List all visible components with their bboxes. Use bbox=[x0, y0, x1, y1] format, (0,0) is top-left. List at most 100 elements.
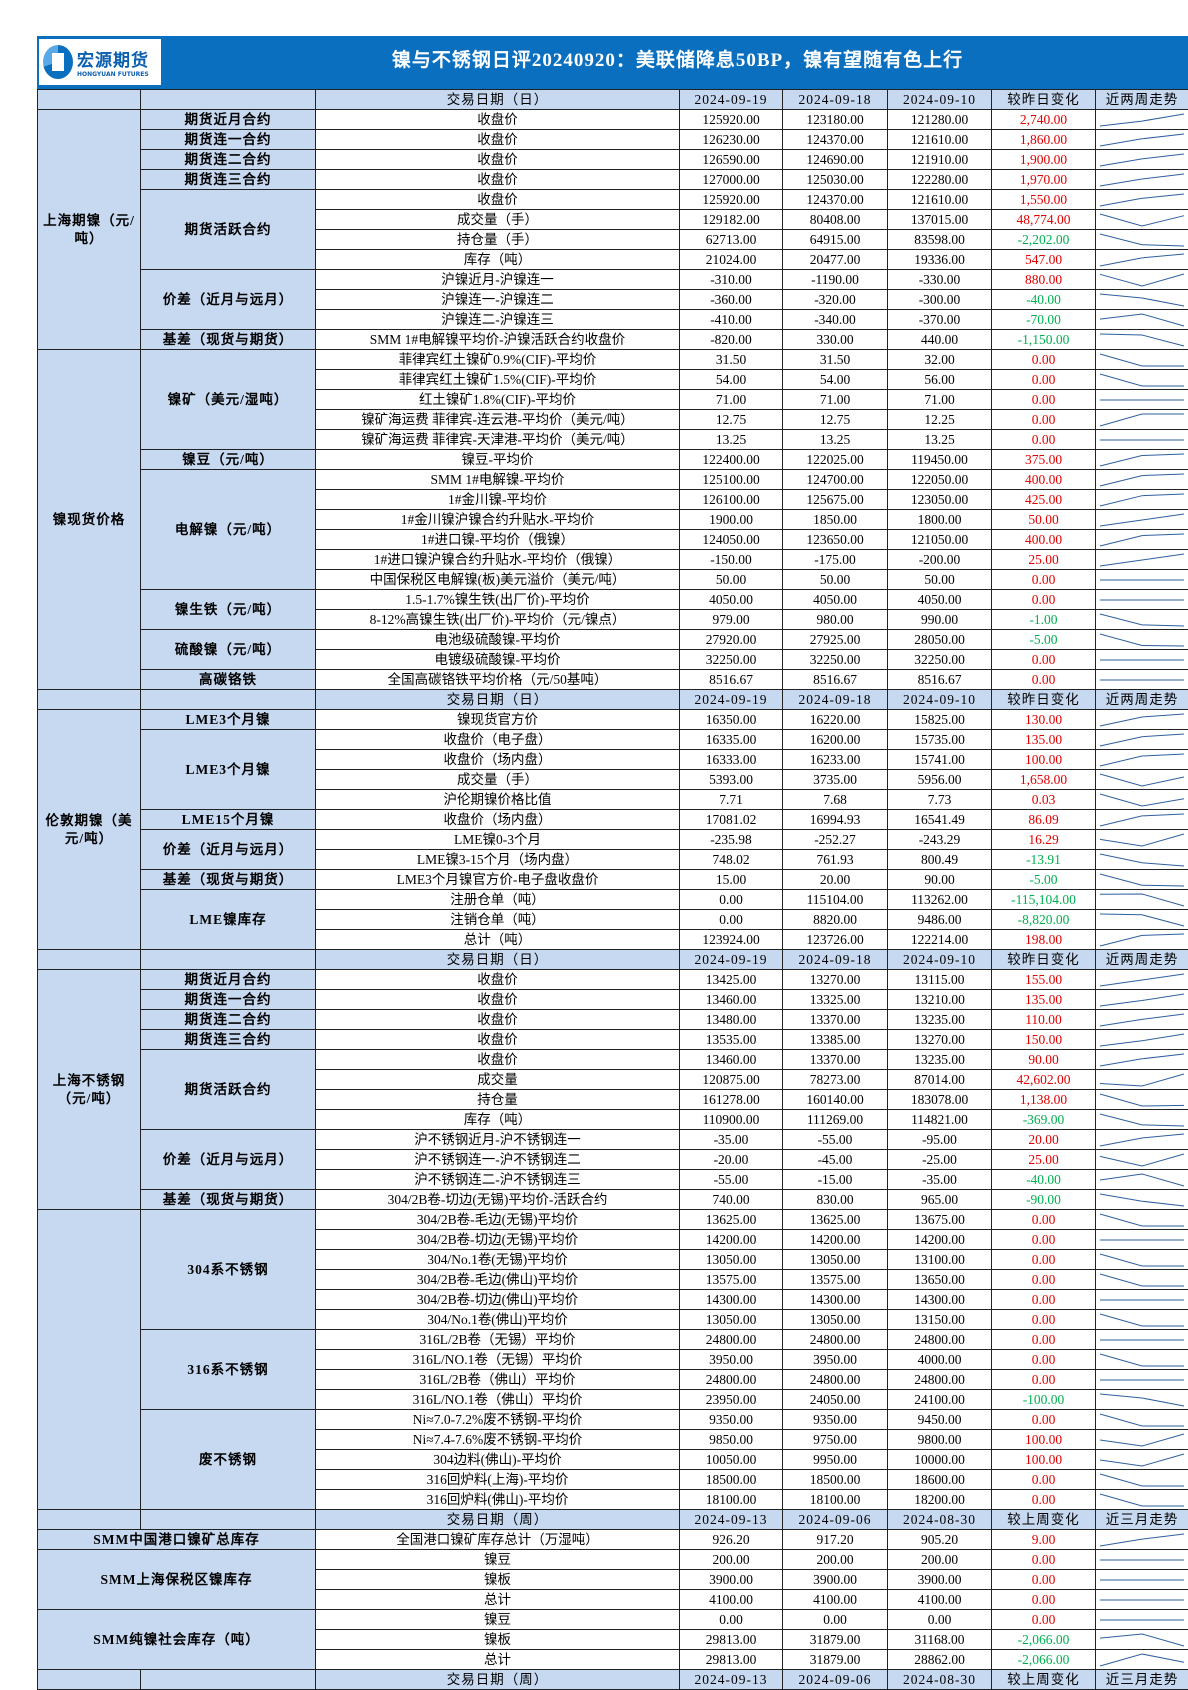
change-cell: 155.00 bbox=[992, 970, 1096, 990]
group-label: 期货连二合约 bbox=[141, 150, 316, 170]
item-name: 304/2B卷-切边(无锡)平均价 bbox=[316, 1230, 680, 1250]
sparkline-trend bbox=[1096, 1570, 1188, 1590]
change-cell: 50.00 bbox=[992, 510, 1096, 530]
change-cell: 0.03 bbox=[992, 790, 1096, 810]
value-cell: 4100.00 bbox=[888, 1590, 992, 1610]
value-cell: 64915.00 bbox=[783, 230, 888, 250]
change-cell: -40.00 bbox=[992, 1170, 1096, 1190]
value-cell: 965.00 bbox=[888, 1190, 992, 1210]
value-cell: 115104.00 bbox=[783, 890, 888, 910]
change-cell: 135.00 bbox=[992, 730, 1096, 750]
sparkline-trend bbox=[1096, 1070, 1188, 1090]
item-name: 收盘价 bbox=[316, 1050, 680, 1070]
sparkline-trend bbox=[1096, 310, 1188, 330]
value-cell: 23950.00 bbox=[680, 1390, 783, 1410]
value-cell: 800.49 bbox=[888, 850, 992, 870]
header-blank bbox=[38, 690, 141, 710]
item-name: 1#金川镍-平均价 bbox=[316, 490, 680, 510]
value-cell: 13650.00 bbox=[888, 1270, 992, 1290]
sparkline-trend bbox=[1096, 1090, 1188, 1110]
change-cell: -5.00 bbox=[992, 630, 1096, 650]
item-name: 304/2B卷-切边(佛山)平均价 bbox=[316, 1290, 680, 1310]
value-cell: 126590.00 bbox=[680, 150, 783, 170]
value-cell: 87014.00 bbox=[888, 1070, 992, 1090]
sparkline-trend bbox=[1096, 570, 1188, 590]
value-cell: 71.00 bbox=[783, 390, 888, 410]
value-cell: 13625.00 bbox=[680, 1210, 783, 1230]
value-cell: 15741.00 bbox=[888, 750, 992, 770]
logo-english-name: HONGYUAN FUTURES bbox=[77, 71, 149, 78]
sparkline-trend bbox=[1096, 1450, 1188, 1470]
value-cell: 20.00 bbox=[783, 870, 888, 890]
value-cell: -45.00 bbox=[783, 1150, 888, 1170]
value-cell: 13575.00 bbox=[680, 1270, 783, 1290]
value-cell: 13150.00 bbox=[888, 1310, 992, 1330]
item-name: LME镍3-15个月（场内盘） bbox=[316, 850, 680, 870]
value-cell: 32250.00 bbox=[680, 650, 783, 670]
table-row: 价差（近月与远月）沪不锈钢近月-沪不锈钢连一-35.00-55.00-95.00… bbox=[38, 1130, 1188, 1150]
value-cell: 14200.00 bbox=[680, 1230, 783, 1250]
value-cell: 13050.00 bbox=[680, 1250, 783, 1270]
sparkline-trend bbox=[1096, 1370, 1188, 1390]
change-cell: 0.00 bbox=[992, 1550, 1096, 1570]
change-cell: 0.00 bbox=[992, 1230, 1096, 1250]
change-cell: 0.00 bbox=[992, 1250, 1096, 1270]
group-label: LME镍库存 bbox=[141, 890, 316, 950]
group-label: 期货连一合约 bbox=[141, 130, 316, 150]
value-cell: -330.00 bbox=[888, 270, 992, 290]
value-cell: 24800.00 bbox=[680, 1330, 783, 1350]
value-cell: -150.00 bbox=[680, 550, 783, 570]
value-cell: 0.00 bbox=[680, 1610, 783, 1630]
value-cell: 13460.00 bbox=[680, 1050, 783, 1070]
value-cell: 125100.00 bbox=[680, 470, 783, 490]
value-cell: 71.00 bbox=[680, 390, 783, 410]
value-cell: 16233.00 bbox=[783, 750, 888, 770]
change-cell: -100.00 bbox=[992, 1390, 1096, 1410]
change-cell: 0.00 bbox=[992, 410, 1096, 430]
value-cell: 122400.00 bbox=[680, 450, 783, 470]
value-cell: 0.00 bbox=[680, 910, 783, 930]
change-cell: 1,658.00 bbox=[992, 770, 1096, 790]
value-cell: 3950.00 bbox=[783, 1350, 888, 1370]
value-cell: 3900.00 bbox=[783, 1570, 888, 1590]
item-name: 316回炉料(佛山)-平均价 bbox=[316, 1490, 680, 1510]
value-cell: 8516.67 bbox=[783, 670, 888, 690]
item-name: 中国保税区电解镍(板)美元溢价（美元/吨） bbox=[316, 570, 680, 590]
value-cell: -340.00 bbox=[783, 310, 888, 330]
change-cell: 425.00 bbox=[992, 490, 1096, 510]
change-cell: -115,104.00 bbox=[992, 890, 1096, 910]
value-cell: 4050.00 bbox=[680, 590, 783, 610]
header-trend: 近两周走势 bbox=[1096, 90, 1188, 110]
value-cell: 121280.00 bbox=[888, 110, 992, 130]
value-cell: 13575.00 bbox=[783, 1270, 888, 1290]
item-name: 收盘价 bbox=[316, 1010, 680, 1030]
value-cell: 12.75 bbox=[680, 410, 783, 430]
section-label: 上海期镍（元/吨） bbox=[38, 110, 141, 350]
value-cell: 13210.00 bbox=[888, 990, 992, 1010]
value-cell: 124690.00 bbox=[783, 150, 888, 170]
header-blank bbox=[141, 1510, 316, 1530]
header-date-label: 交易日期（日） bbox=[316, 90, 680, 110]
item-name: 红土镍矿1.8%(CIF)-平均价 bbox=[316, 390, 680, 410]
value-cell: 111269.00 bbox=[783, 1110, 888, 1130]
value-cell: 124050.00 bbox=[680, 530, 783, 550]
value-cell: 20477.00 bbox=[783, 250, 888, 270]
change-cell: 0.00 bbox=[992, 1470, 1096, 1490]
value-cell: 31168.00 bbox=[888, 1630, 992, 1650]
header-blank bbox=[141, 690, 316, 710]
item-name: 电镀级硫酸镍-平均价 bbox=[316, 650, 680, 670]
value-cell: 10050.00 bbox=[680, 1450, 783, 1470]
value-cell: 114821.00 bbox=[888, 1110, 992, 1130]
sparkline-trend bbox=[1096, 1250, 1188, 1270]
item-name: 沪镍连二-沪镍连三 bbox=[316, 310, 680, 330]
change-cell: -8,820.00 bbox=[992, 910, 1096, 930]
sparkline-trend bbox=[1096, 1430, 1188, 1450]
change-cell: 100.00 bbox=[992, 1450, 1096, 1470]
group-label: 基差（现货与期货） bbox=[141, 870, 316, 890]
